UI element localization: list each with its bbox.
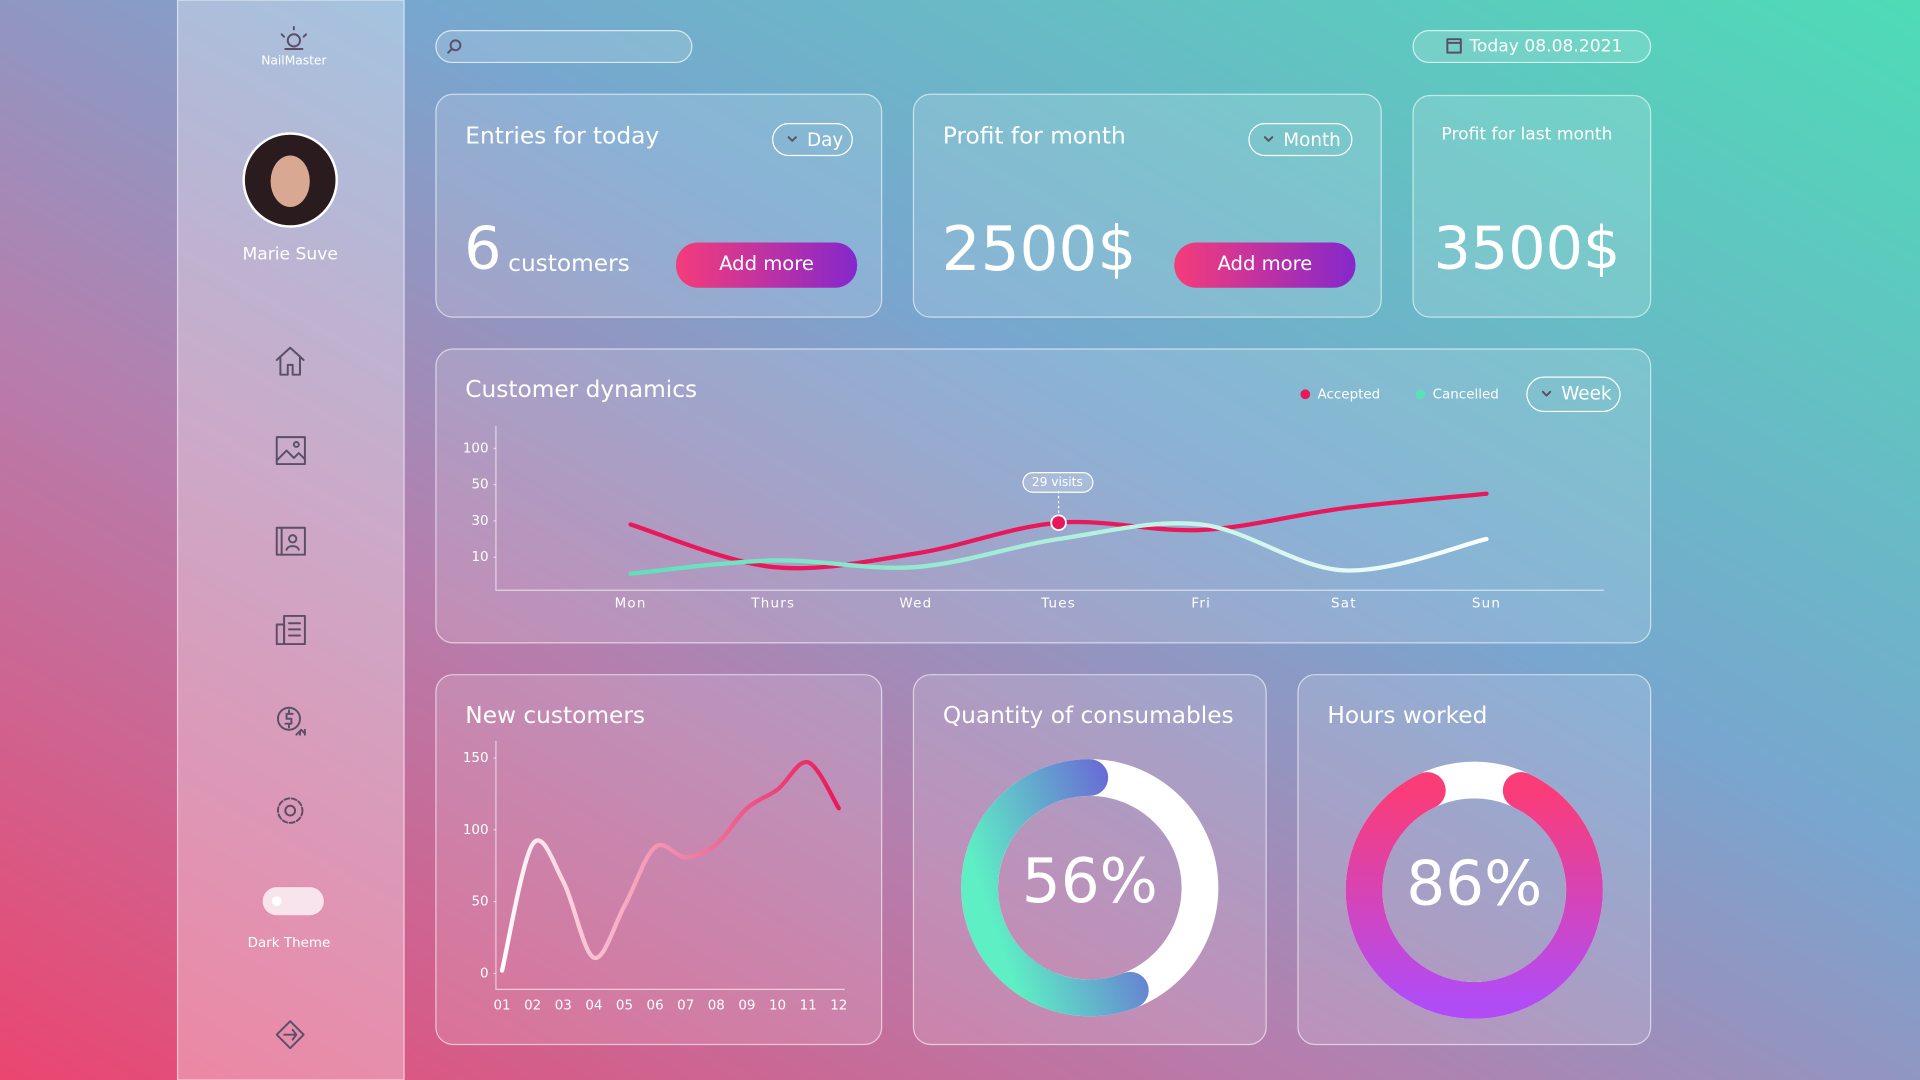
axis <box>495 426 1605 591</box>
add-button[interactable] <box>1174 242 1356 288</box>
y-tick-label: 30 <box>471 514 488 529</box>
annotation-pill <box>1022 472 1094 493</box>
theme-toggle[interactable] <box>261 885 326 917</box>
y-tick-label: 100 <box>463 823 489 838</box>
x-tick-label: Fri <box>1191 597 1211 612</box>
reports-icon[interactable] <box>275 614 306 646</box>
axis <box>495 740 845 990</box>
chevron <box>787 136 797 142</box>
y-tick-label: 0 <box>480 966 489 981</box>
x-tick-label: Wed <box>899 597 932 612</box>
x-tick-label: 08 <box>708 998 725 1013</box>
card-unit: customers <box>508 250 630 277</box>
x-tick-label: Sat <box>1331 597 1357 612</box>
x-tick-label: 05 <box>616 998 633 1013</box>
search-box[interactable] <box>435 30 693 64</box>
button-label: Add more <box>1217 252 1312 275</box>
x-tick-label: 09 <box>738 998 755 1013</box>
donut-arc <box>961 759 1149 1017</box>
user-name: Marie Suve <box>242 245 337 265</box>
avatar-face <box>270 155 310 207</box>
date-pill[interactable] <box>1412 30 1652 64</box>
y-tick-label: 150 <box>463 751 489 766</box>
card-title: Profit for month <box>943 123 1126 150</box>
y-tick-label: 50 <box>471 478 488 493</box>
series-line <box>628 521 1489 576</box>
chart-title: New customers <box>465 702 645 729</box>
x-tick-label: Sun <box>1472 597 1501 612</box>
logout-icon[interactable] <box>275 1020 305 1050</box>
y-tick-label: 10 <box>471 550 488 565</box>
x-tick-label: 02 <box>524 998 541 1013</box>
contacts-icon[interactable] <box>275 526 306 556</box>
x-tick-label: 12 <box>830 998 847 1013</box>
legend-label: Cancelled <box>1433 387 1499 402</box>
y-tick-label: 100 <box>463 441 489 456</box>
x-tick-label: 10 <box>769 998 786 1013</box>
dropdown[interactable] <box>1248 123 1353 157</box>
theme-label: Dark Theme <box>248 936 331 951</box>
x-tick-label: 07 <box>677 998 694 1013</box>
legend-swatch <box>1300 389 1311 400</box>
x-tick-label: 01 <box>493 998 510 1013</box>
settings-icon[interactable] <box>276 797 304 824</box>
logo-icon <box>280 25 308 50</box>
x-tick-label: Thurs <box>750 597 795 612</box>
dropdown-label: Month <box>1283 130 1341 151</box>
dropdown[interactable] <box>1526 376 1621 413</box>
card-value: 2500$ <box>942 214 1137 285</box>
dropdown-label: Day <box>807 130 843 151</box>
x-tick-label: 11 <box>800 998 817 1013</box>
card-title: Entries for today <box>465 123 659 150</box>
highlight-point <box>1050 514 1067 531</box>
chart-title: Quantity of consumables <box>943 702 1234 729</box>
y-tick-label: 50 <box>471 895 488 910</box>
legend-label: Accepted <box>1318 387 1381 402</box>
donut-label: 56% <box>1022 846 1158 917</box>
series-line <box>499 760 841 973</box>
date: Today 08.08.2021 <box>1468 37 1622 57</box>
button-label: Add more <box>719 252 814 275</box>
chart-title: Customer dynamics <box>465 376 697 403</box>
x-tick-label: 06 <box>647 998 664 1013</box>
donut-label: 86% <box>1406 848 1542 919</box>
search-icon <box>447 39 462 54</box>
chevron <box>1263 136 1274 142</box>
last-profit-card <box>1412 94 1652 318</box>
legend-swatch <box>1415 389 1426 400</box>
finance-icon[interactable] <box>276 706 306 736</box>
add-button[interactable] <box>675 242 858 288</box>
gallery-icon[interactable] <box>275 436 306 466</box>
chevron <box>1541 390 1552 397</box>
home-icon[interactable] <box>275 346 305 376</box>
calendar-icon <box>1446 38 1462 54</box>
chart-title: Hours worked <box>1327 702 1487 729</box>
annotation: 29 visits <box>1032 475 1083 489</box>
card-value: 3500$ <box>1433 213 1620 282</box>
dropdown[interactable] <box>772 123 853 157</box>
x-tick-label: 03 <box>555 998 572 1013</box>
toggle-knob <box>271 896 282 907</box>
x-tick-label: Mon <box>615 597 647 612</box>
card-title: Profit for last month <box>1441 125 1612 145</box>
donut-arc <box>1345 772 1603 1019</box>
new-customers-card <box>435 674 883 1046</box>
x-tick-label: 04 <box>585 998 602 1013</box>
x-tick-label: Tues <box>1040 597 1076 612</box>
brand: NailMaster <box>261 54 327 68</box>
card-value: 6 <box>464 213 501 282</box>
dropdown-label: Week <box>1561 383 1612 404</box>
